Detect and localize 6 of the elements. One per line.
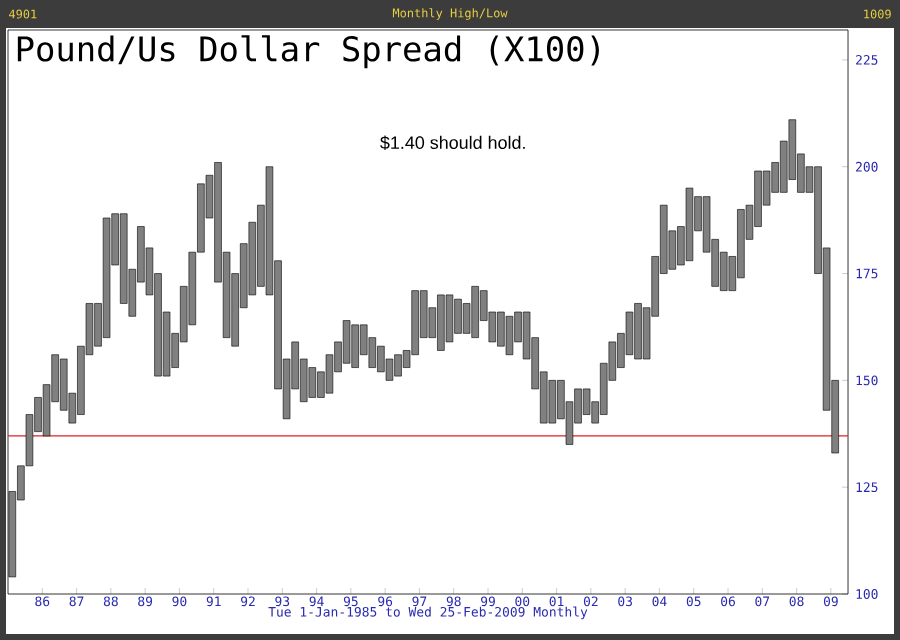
bar bbox=[685, 187, 694, 262]
bar bbox=[445, 294, 454, 343]
chart-title: Pound/Us Dollar Spread (X100) bbox=[17, 35, 599, 69]
annotation: $1.40 should hold. bbox=[380, 135, 525, 151]
bar bbox=[505, 315, 514, 356]
bar bbox=[342, 320, 351, 364]
